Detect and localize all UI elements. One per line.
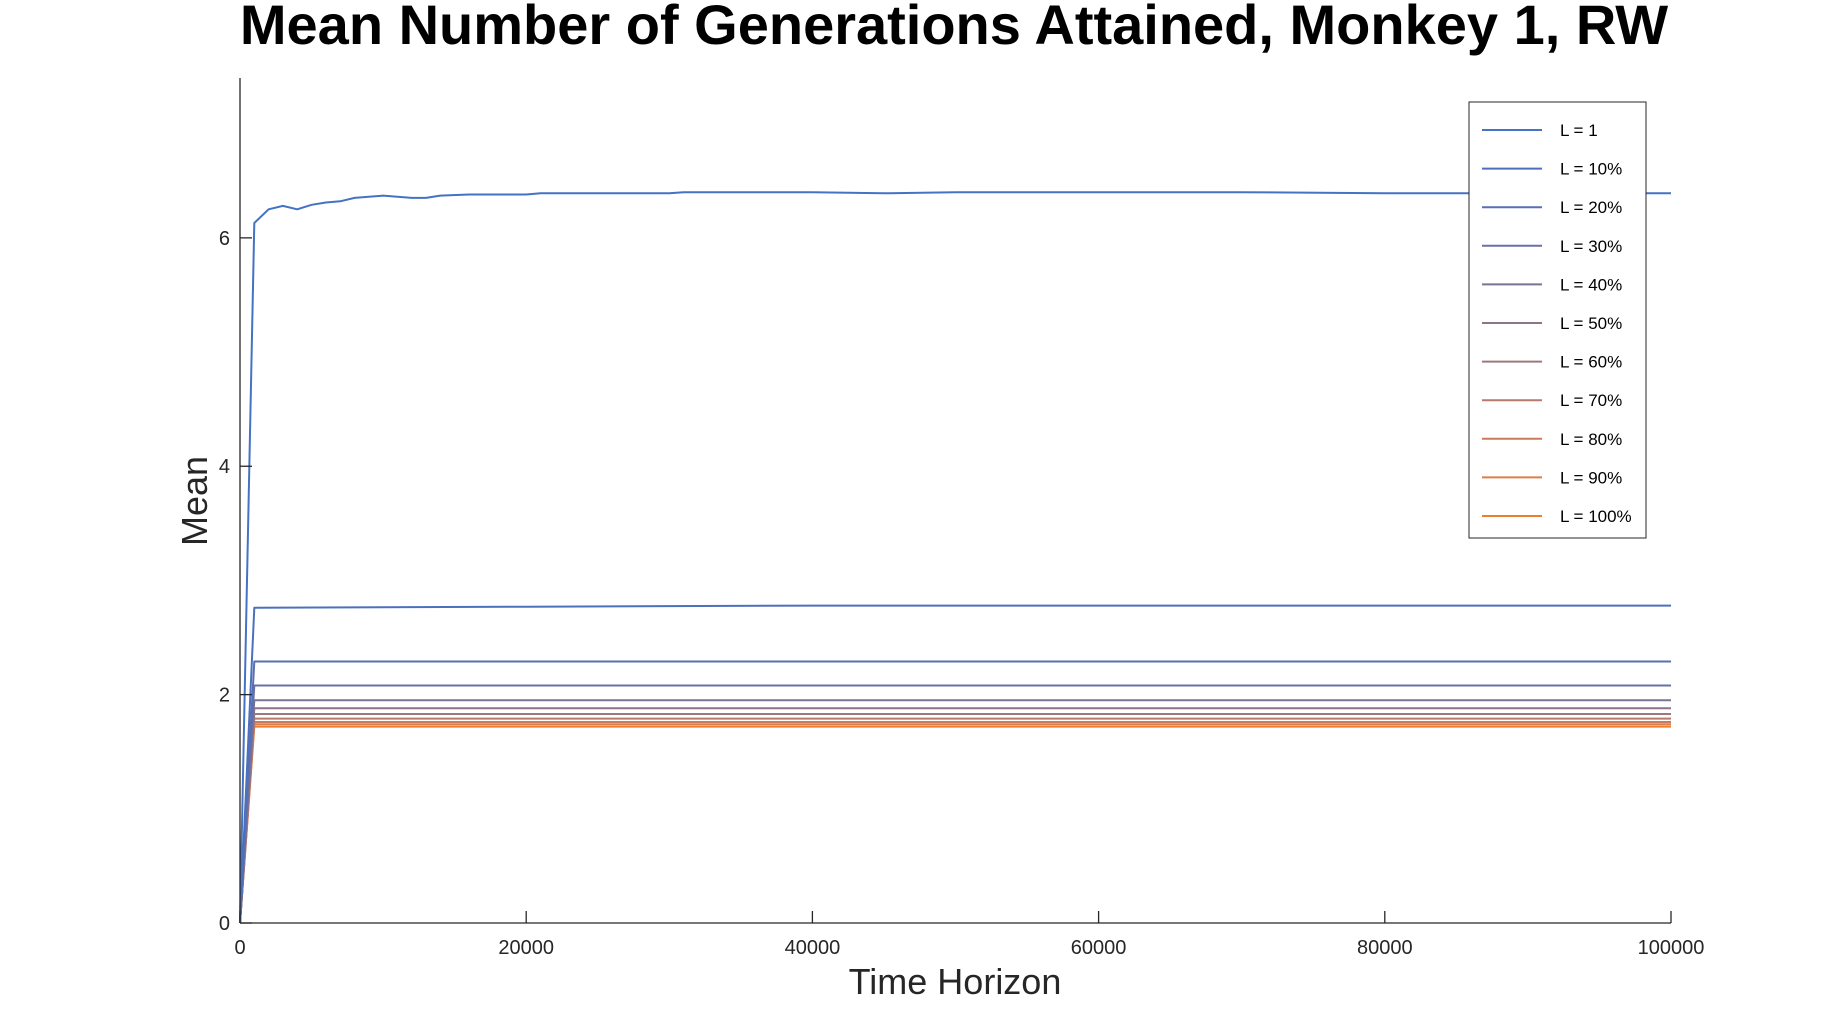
x-tick-label: 0 bbox=[234, 937, 245, 959]
y-tick-label: 2 bbox=[219, 685, 230, 707]
y-tick-label: 4 bbox=[219, 456, 230, 478]
legend-label: L = 50% bbox=[1560, 314, 1622, 333]
legend-box bbox=[1468, 101, 1647, 539]
legend-label: L = 30% bbox=[1560, 237, 1622, 256]
legend-label: L = 90% bbox=[1560, 468, 1622, 487]
legend: L = 1 L = 10% L = 20% L = 30% L = 40% L = 50%… bbox=[1468, 101, 1647, 539]
legend-label: L = 60% bbox=[1560, 353, 1622, 372]
x-axis-label: Time Horizon bbox=[849, 961, 1062, 1002]
x-tick-label: 100000 bbox=[1638, 937, 1705, 959]
legend-label: L = 20% bbox=[1560, 198, 1622, 217]
series-line-4 bbox=[239, 684, 1671, 924]
series-layer bbox=[239, 191, 1671, 924]
series-line-5 bbox=[239, 699, 1671, 924]
series-line-7 bbox=[239, 713, 1671, 924]
series-line-9 bbox=[239, 721, 1671, 924]
legend-label: L = 100% bbox=[1560, 507, 1632, 526]
series-line-6 bbox=[239, 707, 1671, 924]
series-line-1 bbox=[239, 191, 1671, 924]
legend-label: L = 1 bbox=[1560, 121, 1598, 140]
axes bbox=[239, 78, 1671, 924]
x-tick-label: 80000 bbox=[1357, 937, 1413, 959]
x-tick-label: 20000 bbox=[498, 937, 554, 959]
x-tick-label: 60000 bbox=[1071, 937, 1127, 959]
legend-label: L = 70% bbox=[1560, 391, 1622, 410]
chart-title: Mean Number of Generations Attained, Mon… bbox=[240, 0, 1668, 56]
series-line-10 bbox=[239, 723, 1671, 924]
x-tick-label: 40000 bbox=[785, 937, 841, 959]
ticks: 0 20000 40000 60000 80000 100000 0 2 4 6 bbox=[219, 228, 1705, 959]
series-line-3 bbox=[239, 660, 1671, 924]
legend-label: L = 10% bbox=[1560, 160, 1622, 179]
y-tick-label: 0 bbox=[219, 913, 230, 935]
y-tick-label: 6 bbox=[219, 228, 230, 250]
y-axis-label: Mean bbox=[174, 456, 215, 546]
series-line-11 bbox=[239, 725, 1671, 924]
legend-label: L = 40% bbox=[1560, 275, 1622, 294]
series-line-2 bbox=[239, 604, 1671, 924]
series-line-8 bbox=[239, 717, 1671, 924]
legend-label: L = 80% bbox=[1560, 430, 1622, 449]
